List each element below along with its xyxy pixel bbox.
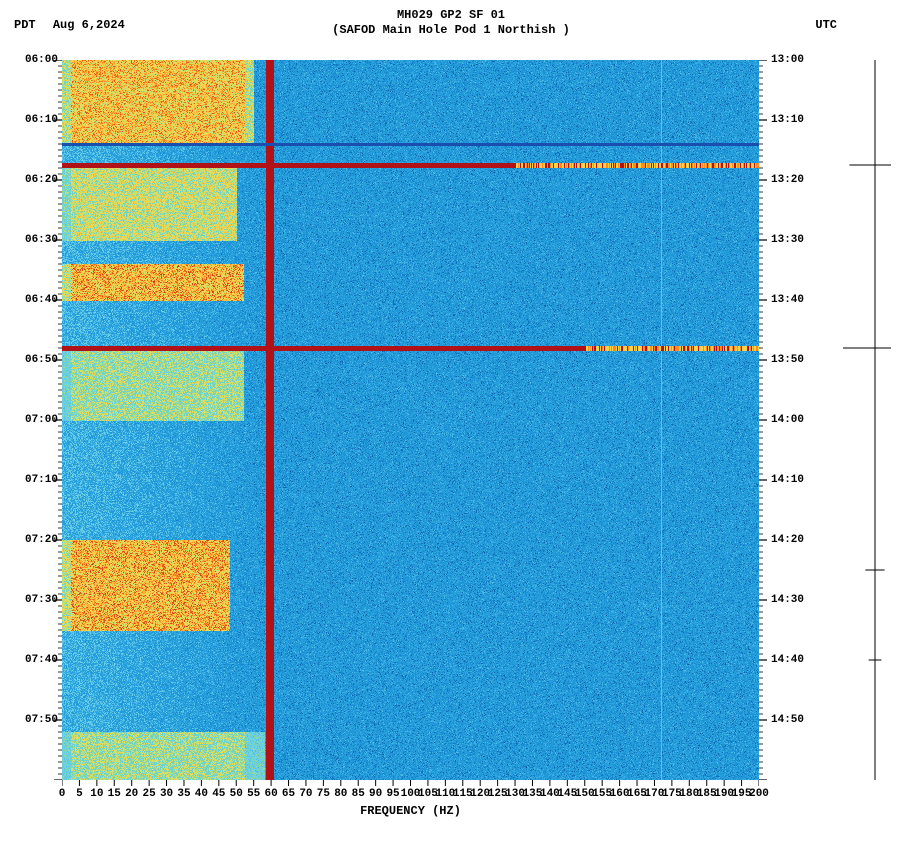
y-left-tick-label: 07:20 (25, 534, 58, 546)
y-left-tick-label: 07:00 (25, 414, 58, 426)
side-event-bar (827, 60, 892, 780)
y-right-tick-label: 14:40 (771, 654, 804, 666)
x-tick-label: 0 (59, 788, 66, 800)
y-right-tick-label: 13:50 (771, 354, 804, 366)
x-tick-label: 70 (299, 788, 312, 800)
title-line-1: MH029 GP2 SF 01 (0, 8, 902, 23)
y-left-tick-label: 06:10 (25, 114, 58, 126)
spectrogram-canvas (62, 60, 759, 780)
x-tick-label: 55 (247, 788, 260, 800)
y-left-tick-label: 06:50 (25, 354, 58, 366)
y-left-tick-label: 06:40 (25, 294, 58, 306)
y-left-tick-label: 07:30 (25, 594, 58, 606)
y-left-tick-label: 06:30 (25, 234, 58, 246)
y-left-tick-label: 07:40 (25, 654, 58, 666)
left-date: Aug 6,2024 (53, 18, 125, 32)
x-tick-label: 90 (369, 788, 382, 800)
x-tick-label: 80 (334, 788, 347, 800)
header-right: UTC (815, 18, 837, 32)
x-tick-label: 40 (195, 788, 208, 800)
y-left-tick-label: 06:00 (25, 54, 58, 66)
x-tick-label: 15 (108, 788, 121, 800)
y-axis-right: 13:0013:1013:2013:3013:4013:5014:0014:10… (765, 60, 815, 780)
x-tick-label: 45 (212, 788, 225, 800)
y-left-tick-label: 07:10 (25, 474, 58, 486)
y-right-tick-label: 13:20 (771, 174, 804, 186)
y-left-tick-label: 07:50 (25, 714, 58, 726)
x-tick-label: 75 (317, 788, 330, 800)
x-tick-label: 95 (386, 788, 399, 800)
left-timezone: PDT (14, 18, 36, 32)
header-left: PDT Aug 6,2024 (14, 18, 125, 32)
x-tick-label: 35 (177, 788, 190, 800)
x-tick-label: 50 (230, 788, 243, 800)
y-right-tick-label: 14:50 (771, 714, 804, 726)
y-right-tick-label: 14:10 (771, 474, 804, 486)
y-right-tick-label: 13:30 (771, 234, 804, 246)
y-right-tick-label: 14:20 (771, 534, 804, 546)
title-line-2: (SAFOD Main Hole Pod 1 Northish ) (0, 23, 902, 38)
x-tick-label: 200 (749, 788, 769, 800)
y-left-tick-label: 06:20 (25, 174, 58, 186)
y-right-tick-label: 13:10 (771, 114, 804, 126)
spectrogram-plot (62, 60, 759, 780)
right-timezone: UTC (815, 18, 837, 32)
x-tick-label: 30 (160, 788, 173, 800)
y-right-tick-label: 14:30 (771, 594, 804, 606)
x-tick-label: 10 (90, 788, 103, 800)
x-axis-bottom: FREQUENCY (HZ) 0510152025303540455055606… (62, 782, 759, 812)
x-tick-label: 60 (264, 788, 277, 800)
x-tick-label: 20 (125, 788, 138, 800)
y-right-tick-label: 14:00 (771, 414, 804, 426)
y-right-tick-label: 13:40 (771, 294, 804, 306)
x-tick-label: 65 (282, 788, 295, 800)
x-tick-label: 85 (352, 788, 365, 800)
y-right-tick-label: 13:00 (771, 54, 804, 66)
x-axis-title: FREQUENCY (HZ) (62, 804, 759, 818)
y-axis-left: 06:0006:1006:2006:3006:4006:5007:0007:10… (13, 60, 58, 780)
x-tick-label: 5 (76, 788, 83, 800)
x-tick-label: 25 (143, 788, 156, 800)
